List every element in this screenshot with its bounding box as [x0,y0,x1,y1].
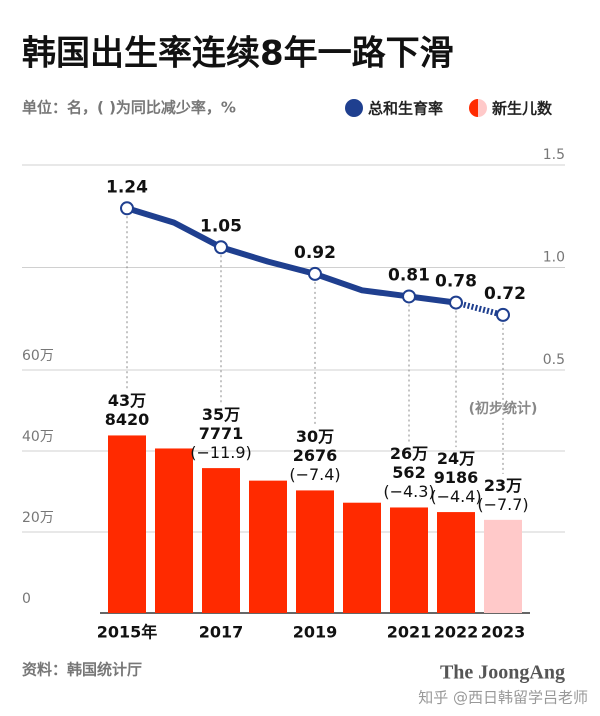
line-point [449,295,463,310]
bar [484,519,522,613]
legend-marker [478,99,487,117]
x-tick-label: 2017 [199,623,244,642]
y2-tick-label: 0.5 [543,352,565,368]
bar-label-group: 23万 (−7.7) [463,476,543,514]
legend-marker [469,99,478,117]
x-tick-label: 2019 [293,623,338,642]
line-value-label: 0.72 [484,284,526,304]
line-point [308,266,322,281]
y-tick-label: 0 [22,591,31,607]
x-tick-label: 2015年 [97,623,158,642]
bar-value-label: 30万 2676 [292,427,338,466]
bar-label-group: 35万 7771 (−11.9) [181,405,261,462]
bar [249,480,287,613]
line [126,205,457,306]
bar [296,490,334,613]
bar-value-label: 26万 562 [389,444,429,483]
y-tick-label: 40万 [22,429,54,445]
bar-value-label: 24万 9186 [433,449,479,488]
logo: The JoongAng [440,662,565,684]
line-dotted [455,299,504,318]
y2-tick-label: 1.0 [543,250,565,266]
change-label: (−7.4) [289,465,341,485]
annotation: (初步统计) [469,400,538,417]
chart-title: 韩国出生率连续8年一路下滑 [22,34,454,74]
legend-label: 新生儿数 [492,100,553,118]
line-value-label: 1.24 [106,177,148,197]
bar [202,468,240,613]
line-value-label: 0.92 [294,243,336,263]
y-tick-label: 60万 [22,348,54,364]
line-value-label: 1.05 [200,216,242,236]
line-point [120,201,134,216]
bar-label-group: 26万 562 (−4.3) [369,444,449,501]
y2-tick-label: 1.5 [543,147,565,163]
x-tick-label: 2022 [434,623,479,642]
bar [390,507,428,613]
y-tick-label: 20万 [22,510,54,526]
change-label: (−4.3) [383,482,435,502]
bar [437,512,475,613]
bar [343,502,381,613]
source: 资料：韩国统计厅 [22,661,142,679]
bar-label-group: 30万 2676 (−7.4) [275,427,355,484]
change-label: (−4.4) [430,487,482,507]
line-value-label: 0.81 [388,265,430,285]
bar-value-label: 35万 7771 [198,405,244,444]
watermark: 知乎 @西日韩留学吕老师 [418,689,588,707]
change-label: (−11.9) [190,443,252,463]
bar-value-label: 43万 8420 [104,391,150,430]
bar-label-group: 43万 8420 [87,391,167,429]
line-point [214,240,228,255]
bar-label-group: 24万 9186 (−4.4) [416,449,496,506]
subtitle: 单位：名，( )为同比减少率，% [22,99,236,117]
bar [155,448,193,613]
x-tick-label: 2023 [481,623,526,642]
change-label: (−7.7) [477,494,529,514]
line-point [402,289,416,304]
legend-label: 总和生育率 [368,100,443,118]
line-value-label: 0.78 [435,272,477,292]
x-tick-label: 2021 [387,623,432,642]
bar [108,435,146,613]
bar-value-label: 23万 [483,475,523,495]
legend-marker [345,99,363,117]
line-point [496,307,510,322]
